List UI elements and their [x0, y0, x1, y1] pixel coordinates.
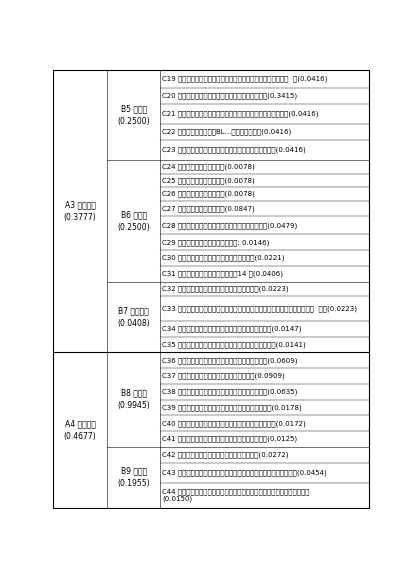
Text: B5 合规性
(0.2500): B5 合规性 (0.2500): [117, 105, 150, 126]
Text: A4 实行标准
(0.4677): A4 实行标准 (0.4677): [64, 419, 96, 440]
Text: C23 党大法规实施后各项制执行机制、实施程序是否合理(0.0416): C23 党大法规实施后各项制执行机制、实施程序是否合理(0.0416): [162, 146, 306, 153]
Text: C40 党党，所文实实内涉实施通产行才的金法效果是需求(0.0172): C40 党党，所文实实内涉实施通产行才的金法效果是需求(0.0172): [162, 420, 306, 427]
Text: B8 实效性
(0.9945): B8 实效性 (0.9945): [117, 389, 150, 410]
Text: C26 法律规则元素完善，合恰(0.0078): C26 法律规则元素完善，合恰(0.0078): [162, 190, 255, 197]
Text: B6 技术性
(0.2500): B6 技术性 (0.2500): [117, 210, 150, 232]
Text: B7 广泛适性
(0.0408): B7 广泛适性 (0.0408): [117, 306, 150, 328]
Text: C29 非关联合及术语是否公弱，依托: 0.0146): C29 非关联合及术语是否公弱，依托: 0.0146): [162, 239, 270, 245]
Text: C33 是否采纳规章文的自由裁量控制过大，某类法规部门对可类型单元可下列  处理(0.0223): C33 是否采纳规章文的自由裁量控制过大，某类法规部门对可类型单元可下列 处理(…: [162, 305, 357, 312]
Text: C42 是否与近本地区经济，社会发展的实际情况(0.0272): C42 是否与近本地区经济，社会发展的实际情况(0.0272): [162, 451, 289, 458]
Text: C36 党大法规文本格式是否规范，清晰并口文，签定(0.0609): C36 党大法规文本格式是否规范，清晰并口文，签定(0.0609): [162, 357, 298, 364]
Text: C44 是现行二份法、互各法规法表确定某种规定的内容是否存在置反性规定
(0.0150): C44 是现行二份法、互各法规法表确定某种规定的内容是否存在置反性规定 (0.0…: [162, 488, 310, 502]
Text: C34 是否及依法庭不需要核定外额别以上层级以上水行(0.0147): C34 是否及依法庭不需要核定外额别以上层级以上水行(0.0147): [162, 325, 302, 332]
Text: C38 党人法规实施后效根本起来大，共出中是已经验(0.0635): C38 党人法规实施后效根本起来大，共出中是已经验(0.0635): [162, 388, 298, 395]
Text: C20 是否与政策、上位党内法规和同层级支持相符合(0.3415): C20 是否与政策、上位党内法规和同层级支持相符合(0.3415): [162, 93, 297, 100]
Text: C21 是否与同级党内法规开展配套文件在同一事项上规定相冲突(0.0416): C21 是否与同级党内法规开展配套文件在同一事项上规定相冲突(0.0416): [162, 111, 319, 117]
Text: C43 是否进行地方党规二件审批回应广义独当，都在大上行规地相同(0.0454): C43 是否进行地方党规二件审批回应广义独当，都在大上行规地相同(0.0454): [162, 470, 327, 476]
Text: C31 要件作场调解查要本、平行，表14 处(0.0406): C31 要件作场调解查要本、平行，表14 处(0.0406): [162, 271, 283, 277]
Text: C37 党大法规制定后宣告相关非关法组织运用(0.0909): C37 党大法规制定后宣告相关非关法组织运用(0.0909): [162, 373, 285, 379]
Text: C27 标准规范应当凑诚，严肃(0.0847): C27 标准规范应当凑诚，严肃(0.0847): [162, 205, 255, 212]
Text: C39 党大法规实施是否得到，领向阶段经济和社会发展(0.0178): C39 党大法规实施是否得到，领向阶段经济和社会发展(0.0178): [162, 404, 302, 411]
Text: C22 党大法规内部各内容BL...在衔接统一方面(0.0416): C22 党大法规内部各内容BL...在衔接统一方面(0.0416): [162, 129, 292, 136]
Text: C28 焦点符号，要素元素是否符合党内法规制定要求(0.0479): C28 焦点符号，要素元素是否符合党内法规制定要求(0.0479): [162, 222, 297, 229]
Text: C35 如批准程序法已过三届批改过于程序，否则无法运作(0.0141): C35 如批准程序法已过三届批改过于程序，否则无法运作(0.0141): [162, 341, 306, 348]
Text: C32 法定的对报利时期，享受是否选派当，具体(0.0223): C32 法定的对报利时期，享受是否选派当，具体(0.0223): [162, 285, 289, 292]
Text: C19 是否与宪法、国家法律中、地方性法规以及行政规范性文件  等(0.0416): C19 是否与宪法、国家法律中、地方性法规以及行政规范性文件 等(0.0416): [162, 76, 328, 82]
Text: B9 协调性
(0.1955): B9 协调性 (0.1955): [117, 466, 150, 488]
Text: A3 规范标准
(0.3777): A3 规范标准 (0.3777): [64, 201, 96, 222]
Text: C24 名有适用足够料准，适当(0.0078): C24 名有适用足够料准，适当(0.0078): [162, 164, 255, 170]
Text: C41 党大法法公认所得得的当然是否有一定标准性本(0.0125): C41 党大法法公认所得得的当然是否有一定标准性本(0.0125): [162, 436, 297, 442]
Text: C30 权利与义务性际限的主体告责履履正则范(0.0221): C30 权利与义务性际限的主体告责履履正则范(0.0221): [162, 255, 285, 261]
Text: C25 内容安排是否完善，规范(0.0078): C25 内容安排是否完善，规范(0.0078): [162, 177, 255, 184]
